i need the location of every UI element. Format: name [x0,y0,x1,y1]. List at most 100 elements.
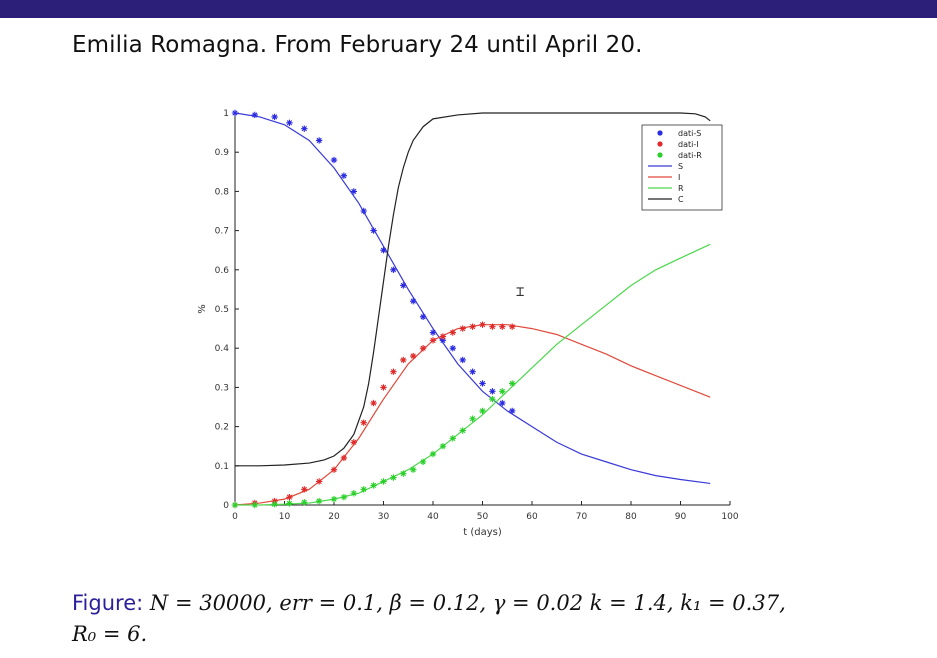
data-point-dati-r [509,380,516,387]
caption-k1: k₁ = 0.37, [680,591,786,615]
data-point-dati-s [469,368,476,375]
legend-label-c: C [678,195,684,204]
data-point-dati-s [251,111,258,119]
data-point-dati-r [419,458,427,466]
data-point-dati-s [479,380,486,387]
data-point-dati-s [509,407,516,415]
y-tick-label: 0.5 [215,305,229,315]
plot-area: 0 10 20 30 40 50 60 70 80 90 100 0 0.1 0.2 0.3 0.4 0.5 0.… [197,109,739,538]
y-tick-label: 0.6 [215,266,230,276]
data-point-dati-s [400,282,407,289]
series-line-r [235,243,711,506]
caption-label: Figure: [72,591,144,615]
y-tick-label: 0.4 [215,344,230,354]
data-point-dati-r [459,427,466,434]
x-tick-label: 70 [576,512,588,522]
x-tick-label: 10 [279,512,291,522]
data-point-dati-i [380,384,387,391]
x-tick-label: 40 [427,512,439,522]
caption-err: err = 0.1, [279,591,383,615]
y-tick-label: 0.8 [215,187,230,197]
data-point-dati-r [360,486,367,493]
figure-caption: Figure: N = 30000, err = 0.1, β = 0.12, … [72,588,872,650]
y-tick-label: 0.3 [215,383,229,393]
data-point-dati-i [315,478,323,485]
x-tick-label: 100 [721,512,738,522]
data-point-dati-s [370,227,377,234]
data-point-dati-r [251,501,258,509]
data-point-dati-i [286,493,293,501]
data-point-dati-r [380,478,387,485]
x-tick-label: 80 [625,512,637,522]
text-cursor-icon: ⌶ [516,284,525,300]
data-point-dati-s [360,207,367,215]
data-point-dati-r [301,499,308,506]
data-point-dati-r [439,443,447,450]
data-point-dati-s [380,247,387,254]
data-point-dati-i [499,323,506,330]
data-point-dati-r [400,470,407,477]
y-tick-label: 0 [223,501,229,511]
data-point-dati-r [479,407,486,415]
data-point-dati-s [315,137,323,144]
legend-label-r: R [678,184,684,193]
data-point-dati-i [509,323,516,330]
data-point-dati-i [400,356,407,364]
series-line-c [235,112,711,467]
data-point-dati-s [301,125,308,132]
data-point-dati-s [449,345,456,352]
data-point-dati-r [340,493,348,501]
data-point-dati-r [330,495,338,503]
caption-gamma: γ = 0.02 [492,591,584,615]
x-tick-label: 50 [477,512,489,522]
x-tick-label: 90 [675,512,687,522]
data-point-dati-i [340,454,348,462]
data-point-dati-s [390,266,397,273]
data-point-dati-r [499,388,506,395]
data-point-dati-r [449,435,456,442]
data-point-dati-r [429,450,437,458]
data-point-dati-s [340,172,348,179]
data-point-dati-r [286,500,293,507]
x-axis-label: t (days) [463,527,502,538]
x-tick-label: 30 [378,512,390,522]
caption-k: k = 1.4, [589,591,674,615]
legend-label-dati-i: dati-I [678,140,699,149]
data-point-dati-s [271,113,278,121]
data-point-dati-s [410,297,417,305]
data-point-dati-r [315,497,323,505]
legend-label-dati-s: dati-S [678,129,701,138]
y-tick-label: 0.1 [215,462,229,472]
sir-chart: 0 10 20 30 40 50 60 70 80 90 100 0 0.1 0.2 0.3 0.4 0.5 0.… [180,95,760,555]
data-point-dati-i [429,337,437,344]
data-point-dati-i [410,352,417,360]
legend-label-s: S [678,162,683,171]
slide-title: Emilia Romagna. From February 24 until A… [72,32,643,58]
data-point-dati-s [286,119,293,126]
y-tick-label: 0.2 [215,423,229,433]
data-point-dati-r [271,501,278,508]
data-point-dati-r [469,415,476,422]
slide-top-bar [0,0,937,18]
data-point-dati-r [390,474,397,481]
data-point-dati-i [370,399,377,407]
data-point-dati-s [429,329,437,336]
y-tick-label: 1 [223,109,229,119]
x-tick-label: 60 [526,512,538,522]
data-point-dati-i [479,321,486,328]
data-point-dati-i [330,466,338,473]
legend-swatch-dati-r [657,152,663,158]
legend-box [641,124,723,211]
y-axis-label: % [197,304,208,314]
data-point-dati-s [459,356,466,364]
data-point-dati-i [301,486,308,493]
y-tick-label: 0.9 [215,148,230,158]
data-point-dati-s [489,388,496,395]
data-point-dati-s [439,337,447,344]
data-point-dati-r [410,466,417,473]
data-point-dati-r [350,490,357,497]
data-point-dati-i [350,439,357,446]
data-point-dati-i [489,323,496,330]
data-point-dati-i [459,325,466,332]
data-point-dati-i [449,329,456,336]
